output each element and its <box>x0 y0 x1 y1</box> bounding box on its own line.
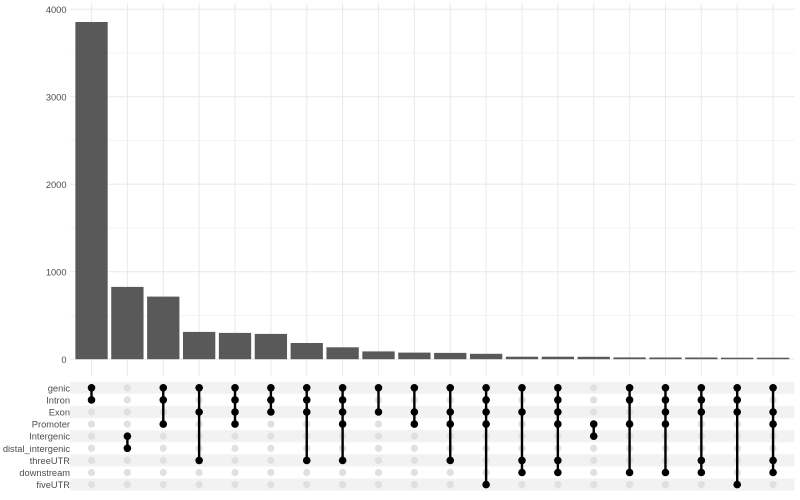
svg-text:2000: 2000 <box>46 180 67 190</box>
svg-text:3000: 3000 <box>46 93 67 103</box>
svg-text:distal_intergenic: distal_intergenic <box>3 444 71 454</box>
svg-text:fiveUTR: fiveUTR <box>36 480 70 490</box>
svg-text:Exon: Exon <box>49 408 70 418</box>
svg-text:genic: genic <box>48 383 71 393</box>
svg-text:Promoter: Promoter <box>32 420 70 430</box>
svg-text:1000: 1000 <box>46 268 67 278</box>
svg-text:Intergenic: Intergenic <box>29 432 70 442</box>
svg-text:Intron: Intron <box>46 395 70 405</box>
svg-text:threeUTR: threeUTR <box>30 456 71 466</box>
svg-text:4000: 4000 <box>46 5 67 15</box>
svg-text:0: 0 <box>61 355 66 365</box>
svg-text:downstream: downstream <box>19 468 70 478</box>
